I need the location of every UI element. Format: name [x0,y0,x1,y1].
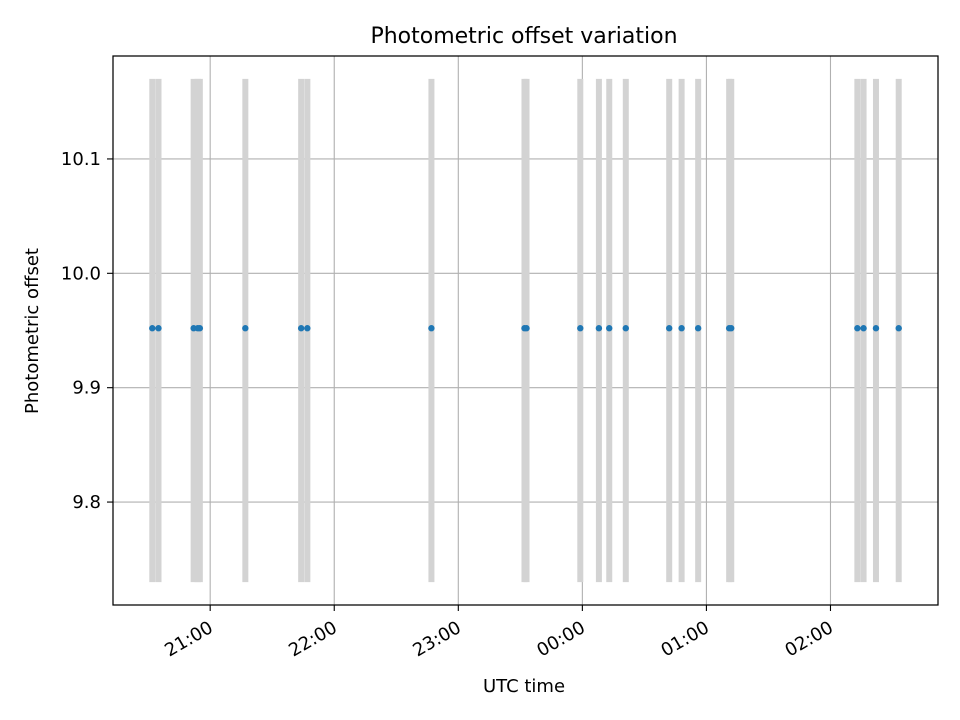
data-point [622,325,629,332]
data-point [872,325,880,332]
data-point [606,325,613,332]
data-point [297,325,305,332]
data-point [149,325,156,332]
data-point [577,325,584,332]
y-tick-label: 9.8 [72,492,101,513]
plot-frame [112,55,939,606]
data-point [523,325,530,332]
data-points [149,325,902,332]
y-tick-label: 10.1 [61,149,101,170]
data-point [854,325,861,332]
data-point [428,325,435,332]
data-point [155,325,162,332]
chart-title: Photometric offset variation [370,24,677,49]
data-point [304,325,311,332]
data-point [678,325,685,332]
y-axis-label: Photometric offset [22,248,43,414]
data-point [694,325,702,332]
y-axis-ticks: 9.8 9.9 10.0 10.1 [61,149,113,513]
y-tick-label: 9.9 [72,378,101,399]
y-tick-label: 10.0 [61,263,101,284]
x-axis-label: UTC time [483,676,565,697]
data-point [666,325,673,332]
data-point [242,325,249,332]
data-point [595,325,603,332]
data-point [860,325,867,332]
data-point [728,325,735,332]
data-point [196,325,204,332]
data-point [895,325,902,332]
